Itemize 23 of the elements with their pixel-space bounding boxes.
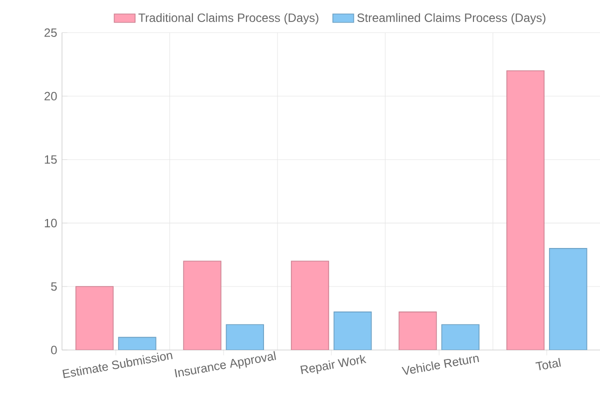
y-tick-label: 15 [44, 155, 57, 164]
bar [226, 324, 264, 350]
bar [334, 312, 372, 350]
bar [549, 248, 588, 350]
x-tick-label: Vehicle Return [402, 356, 480, 375]
x-tick-label: Total [535, 358, 561, 370]
y-tick-label: 25 [44, 28, 57, 37]
bar [75, 286, 114, 350]
y-tick-label: 0 [51, 346, 57, 354]
legend-label: Streamlined Claims Process (Days) [357, 13, 546, 24]
bar [290, 260, 330, 350]
x-tick-label: Repair Work [300, 354, 366, 374]
y-tick-label: 5 [51, 282, 57, 291]
y-tick-label: 10 [44, 218, 57, 228]
x-tick-label: Estimate Submission [62, 352, 173, 378]
y-tick-label: 20 [44, 92, 57, 100]
bar [183, 260, 222, 350]
bar [398, 312, 437, 350]
bar [441, 324, 480, 350]
x-tick-label: Insurance Approval [174, 351, 276, 378]
bar [118, 336, 156, 350]
bar [506, 70, 545, 350]
legend-label: Traditional Claims Process (Days) [138, 13, 318, 24]
